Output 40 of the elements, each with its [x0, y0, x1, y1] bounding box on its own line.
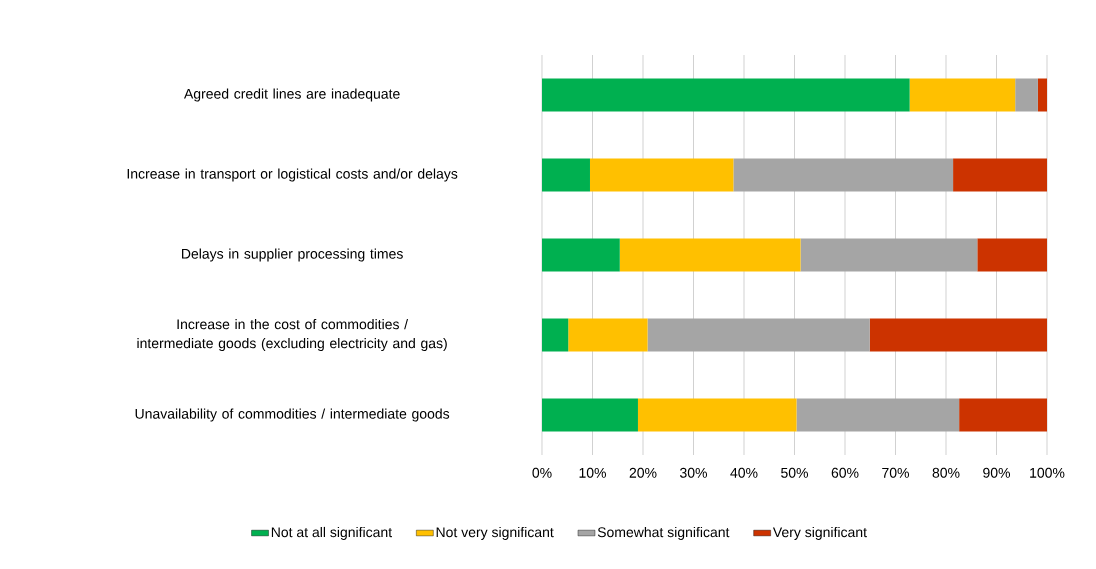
bar — [1015, 78, 1038, 112]
y-tick-label: Increase in transport or logistical costs and/or delays — [127, 168, 458, 182]
bar — [589, 158, 734, 192]
x-tick-label: 20% — [629, 467, 657, 478]
bar — [869, 318, 1048, 352]
x-tick-label: 80% — [932, 467, 960, 478]
legend-label: Very significant — [772, 526, 867, 540]
legend-label: Not at all significant — [271, 526, 392, 540]
x-tick-label: 30% — [680, 467, 708, 478]
x-tick-label: 50% — [781, 467, 809, 478]
bar — [619, 238, 801, 272]
bar — [637, 398, 797, 432]
bar — [733, 158, 954, 192]
bar — [977, 238, 1048, 272]
bar — [542, 318, 569, 352]
bar — [959, 398, 1048, 432]
x-tick-label: 70% — [882, 467, 910, 478]
bar — [800, 238, 978, 272]
bar — [909, 78, 1016, 112]
x-tick-label: 0% — [532, 467, 552, 478]
y-tick-label: Agreed credit lines are inadequate — [183, 88, 400, 102]
bar — [542, 238, 620, 272]
bar — [568, 318, 648, 352]
legend-label: Not very significant — [436, 526, 554, 540]
bar — [1037, 78, 1048, 112]
y-tick-label: Unavailability of commodities / intermediate goods — [135, 408, 450, 422]
y-tick-label: Increase in the cost of commodities / intermediate goods (excluding electricity and gas) — [137, 318, 447, 352]
x-tick-label: 40% — [730, 467, 758, 478]
bar — [953, 158, 1048, 192]
bar — [542, 398, 638, 432]
legend-label: Somewhat significant — [597, 526, 730, 540]
x-tick-label: 100% — [1030, 467, 1065, 478]
x-tick-label: 60% — [831, 467, 859, 478]
x-tick-label: 90% — [983, 467, 1011, 478]
x-tick-label: 10% — [579, 467, 607, 478]
bar — [647, 318, 870, 352]
y-tick-label: Delays in supplier processing times — [182, 248, 403, 262]
bar — [796, 398, 960, 432]
bar — [542, 158, 590, 192]
bar — [542, 78, 910, 112]
